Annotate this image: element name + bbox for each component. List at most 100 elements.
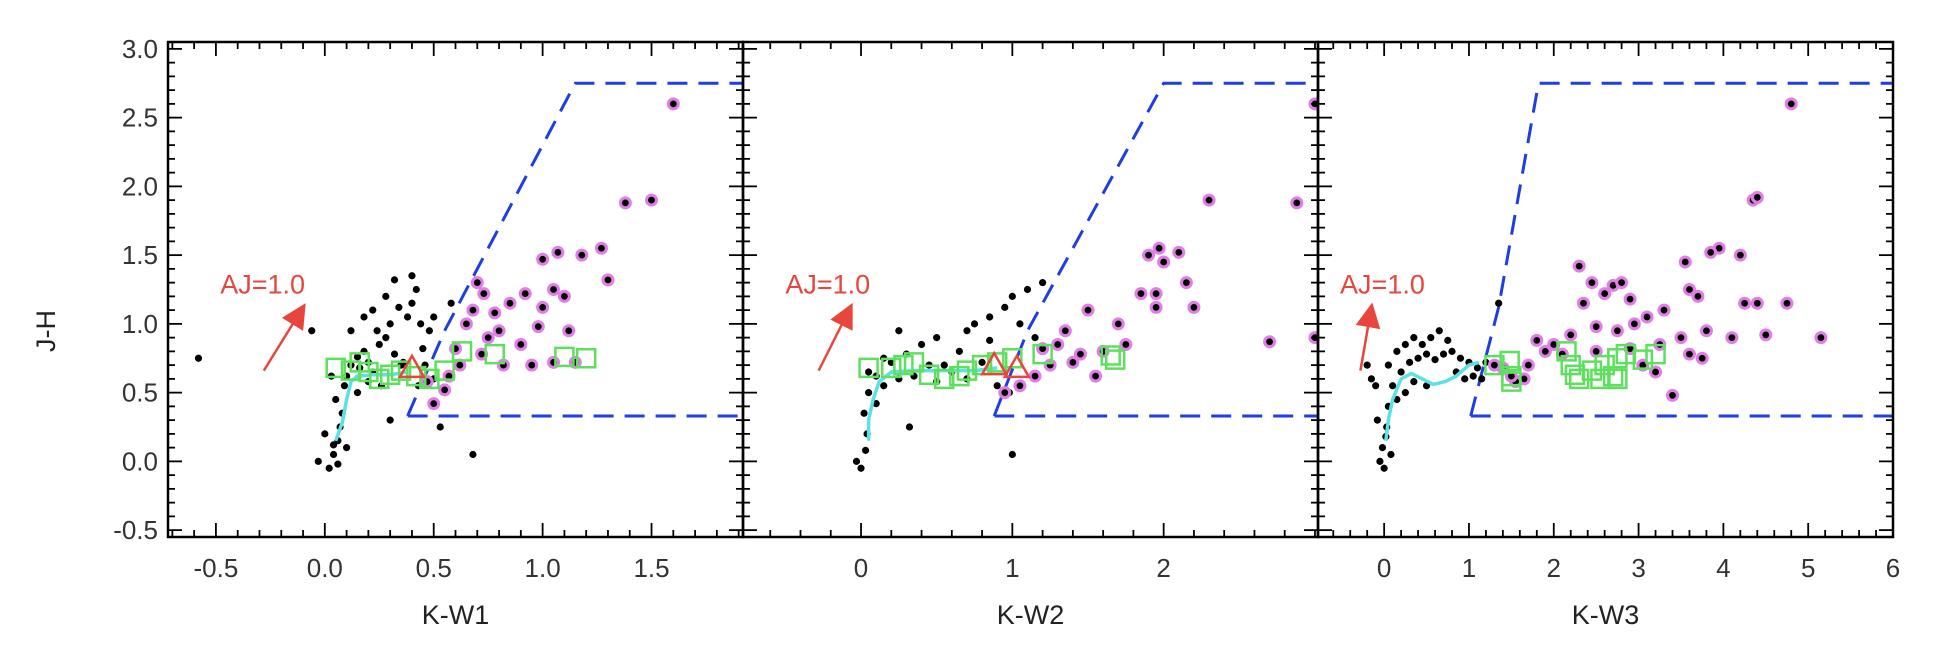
green-square-marker <box>1607 368 1628 390</box>
field-star-point <box>1469 372 1477 380</box>
green-square-marker <box>390 360 412 381</box>
field-star-point <box>864 389 873 397</box>
x-tick-label: 0.5 <box>416 553 452 583</box>
panel-plot-area <box>194 81 743 472</box>
candidate-dot <box>534 323 542 331</box>
field-star-point <box>955 347 963 355</box>
candidate-dot <box>1681 258 1689 266</box>
field-star-point <box>1495 299 1503 307</box>
candidate-dot <box>1122 341 1130 348</box>
green-square-marker <box>1556 341 1577 362</box>
candidate-dot <box>1293 199 1301 207</box>
green-square-marker <box>379 364 401 385</box>
green-square-marker <box>858 357 879 379</box>
field-star-point <box>864 368 873 376</box>
candidate-dot <box>539 303 547 311</box>
field-star-point <box>1016 320 1024 328</box>
candidate-point <box>1530 333 1544 347</box>
candidate-point <box>459 317 473 331</box>
candidate-point <box>1814 331 1828 345</box>
candidate-dot <box>1524 361 1532 369</box>
candidate-dot <box>1588 279 1596 287</box>
selection-cut-line <box>1469 81 1893 418</box>
candidate-dot <box>554 248 562 256</box>
candidate-dot <box>441 386 449 394</box>
candidate-dot <box>1707 248 1715 256</box>
candidate-point <box>536 300 550 314</box>
field-star-point <box>447 299 455 307</box>
candidate-point <box>1657 303 1671 317</box>
candidate-dot <box>1762 331 1770 339</box>
candidate-point <box>1149 287 1163 301</box>
x-tick-label: 1.0 <box>525 553 561 583</box>
candidate-point <box>1179 276 1193 290</box>
green-square-marker <box>1032 343 1053 365</box>
candidate-point <box>1695 351 1709 365</box>
candidate-point <box>1704 245 1718 259</box>
candidate-point <box>1738 296 1752 310</box>
candidate-dot <box>1753 299 1761 307</box>
green-square-marker <box>949 365 970 387</box>
candidate-dot <box>1609 281 1617 289</box>
candidate-point <box>492 324 506 338</box>
candidate-point <box>531 320 545 334</box>
field-star-point <box>852 457 861 465</box>
candidate-point <box>601 273 615 287</box>
field-star-point <box>933 334 941 342</box>
field-star-point <box>1410 334 1418 342</box>
candidate-dot <box>1660 306 1668 314</box>
candidate-dot <box>1084 306 1092 314</box>
candidate-point <box>1521 358 1535 372</box>
field-star-point <box>329 441 338 449</box>
candidate-dot <box>565 327 573 335</box>
field-star-point <box>329 450 338 459</box>
panel-plot-area <box>852 81 1318 472</box>
candidate-dot <box>1715 244 1723 252</box>
candidate-dot <box>1787 100 1795 108</box>
candidate-dot <box>1541 347 1549 355</box>
candidate-dot <box>1550 341 1558 348</box>
candidate-dot <box>1686 350 1693 358</box>
field-star-point <box>860 409 868 417</box>
candidate-point <box>1538 344 1552 358</box>
green-square-marker <box>1484 354 1505 376</box>
candidate-point <box>645 193 659 207</box>
candidate-dot <box>506 299 514 307</box>
field-star-point <box>1031 334 1039 342</box>
candidate-point <box>536 252 550 266</box>
candidate-dot <box>598 244 605 252</box>
green-square-marker <box>369 368 390 390</box>
candidate-dot <box>1077 350 1084 358</box>
candidate-point <box>1576 296 1590 310</box>
x-axis-title: K-W1 <box>422 600 490 630</box>
candidate-dot <box>1266 338 1273 346</box>
y-axis-title: J-H <box>31 310 61 352</box>
field-star-point <box>1422 382 1431 390</box>
candidate-point <box>1780 296 1794 310</box>
reddening-vector-arrow <box>1355 302 1381 371</box>
field-star-point <box>963 327 971 335</box>
candidate-point <box>1152 241 1166 255</box>
field-star-point <box>408 272 416 280</box>
reddening-vector-arrow <box>262 303 306 372</box>
red-triangle-marker <box>397 353 427 379</box>
candidate-point <box>438 383 452 397</box>
candidate-point <box>998 386 1012 400</box>
field-star-point <box>1387 450 1395 459</box>
field-star-point <box>334 460 342 468</box>
candidate-dot <box>1736 251 1744 259</box>
field-star-point <box>419 345 427 353</box>
field-star-point <box>1418 340 1426 349</box>
field-star-point <box>373 327 381 335</box>
candidate-dot <box>1190 303 1198 311</box>
x-tick-label: -0.5 <box>194 553 239 583</box>
candidate-point <box>1013 379 1027 393</box>
x-tick-label: 0 <box>1377 553 1391 583</box>
field-star-point <box>887 358 895 366</box>
field-star-point <box>314 457 322 465</box>
candidate-dot <box>495 327 503 335</box>
candidate-dot <box>473 279 481 287</box>
candidate-point <box>1665 388 1679 402</box>
candidate-dot <box>1630 320 1638 328</box>
